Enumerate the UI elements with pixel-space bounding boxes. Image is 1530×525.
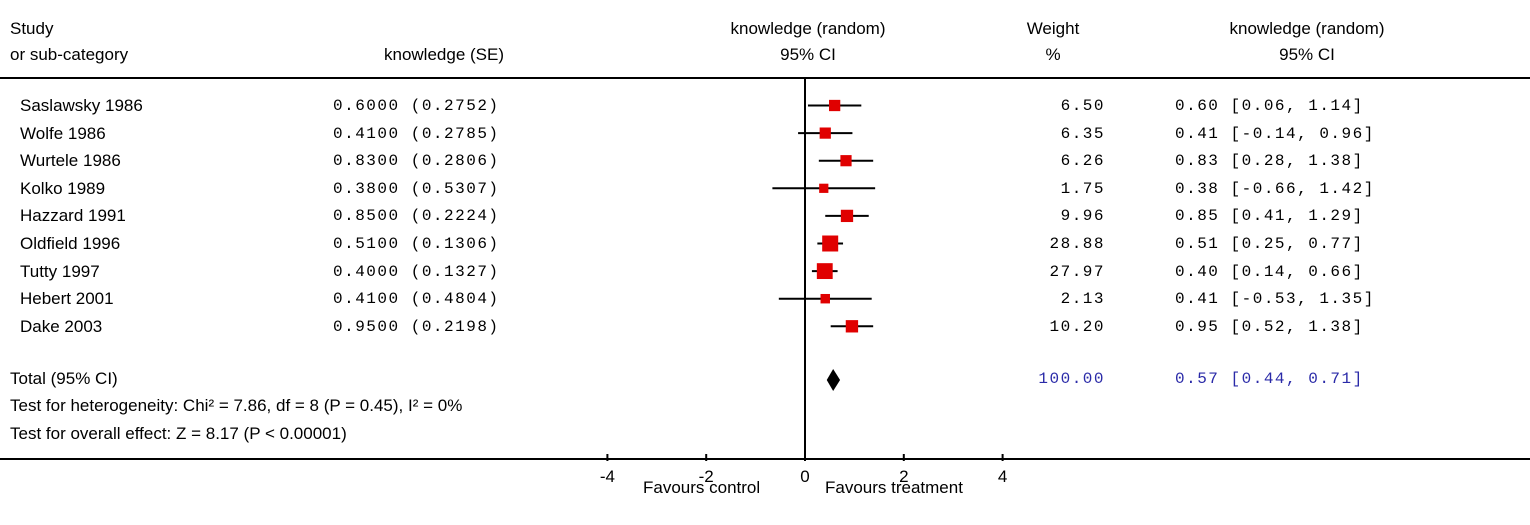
study-estimate-se: 0.6000 (0.2752) xyxy=(333,97,500,115)
favours-control-label: Favours control xyxy=(643,478,761,497)
study-row: Dake 2003 0.9500 (0.2198) 10.20 0.95 [0.… xyxy=(0,314,1530,340)
effect-marker xyxy=(819,127,831,139)
study-estimate-se: 0.5100 (0.1306) xyxy=(333,235,500,253)
footer-rule xyxy=(0,458,1530,460)
study-ci-text: 0.60 [0.06, 1.14] xyxy=(1175,97,1364,115)
effect-marker xyxy=(829,99,841,112)
summary-diamond xyxy=(826,369,841,391)
header-weight: Weight % xyxy=(1003,18,1103,66)
study-weight: 9.96 xyxy=(1060,207,1105,226)
total-label: Total (95% CI) xyxy=(10,369,118,388)
study-estimate-se: 0.3800 (0.5307) xyxy=(333,179,500,198)
study-row: Wolfe 1986 0.4100 (0.2785) 6.35 0.41 [-0… xyxy=(0,121,1530,147)
study-name: Wurtele 1986 xyxy=(20,151,121,171)
study-ci-text: 0.41 [-0.14, 0.96] xyxy=(1175,124,1375,143)
header-ci-text-line1: knowledge (random) xyxy=(1229,19,1385,38)
study-row: Kolko 1989 0.3800 (0.5307) 1.75 0.38 [-0… xyxy=(0,176,1530,202)
effect-marker xyxy=(840,209,854,223)
x-axis-tick-label: 0 xyxy=(800,467,809,486)
header-ci-text-line2: 95% CI xyxy=(1279,45,1335,64)
study-name: Tutty 1997 xyxy=(20,261,100,281)
study-weight: 6.35 xyxy=(1060,124,1105,143)
study-weight: 10.20 xyxy=(1049,317,1105,336)
header-weight-line1: Weight xyxy=(1026,19,1080,38)
study-row: Tutty 1997 0.4000 (0.1327) 27.97 0.40 [0… xyxy=(0,259,1530,285)
study-estimate-se: 0.8300 (0.2806) xyxy=(333,152,500,171)
heterogeneity-test: Test for heterogeneity: Chi² = 7.86, df … xyxy=(10,396,463,415)
study-name: Kolko 1989 xyxy=(20,178,106,198)
effect-marker xyxy=(845,320,859,333)
header-study: Study or sub-category xyxy=(10,18,128,66)
effect-marker xyxy=(819,183,829,193)
study-name: Saslawsky 1986 xyxy=(20,96,143,115)
effect-marker xyxy=(840,155,852,167)
study-row: Hazzard 1991 0.8500 (0.2224) 9.96 0.85 [… xyxy=(0,203,1530,229)
header-forest-ci-line2: 95% CI xyxy=(780,45,836,64)
study-estimate-se: 0.4000 (0.1327) xyxy=(333,262,500,281)
study-estimate-se: 0.9500 (0.2198) xyxy=(333,317,500,336)
study-estimate-se: 0.4100 (0.4804) xyxy=(333,290,500,309)
header-weight-line2: % xyxy=(1045,45,1061,64)
header-forest-ci-line1: knowledge (random) xyxy=(730,19,886,38)
study-ci-text: 0.85 [0.41, 1.29] xyxy=(1175,207,1364,226)
effect-marker xyxy=(816,263,833,280)
study-weight: 6.50 xyxy=(1060,97,1105,115)
study-weight: 1.75 xyxy=(1060,179,1105,198)
study-name: Dake 2003 xyxy=(20,316,103,336)
overall-effect-test: Test for overall effect: Z = 8.17 (P < 0… xyxy=(10,424,347,443)
study-name: Hazzard 1991 xyxy=(20,206,126,226)
x-axis-tick-label: 4 xyxy=(998,467,1007,486)
study-weight: 6.26 xyxy=(1060,152,1105,171)
total-row: Total (95% CI) 100.00 0.57 [0.44, 0.71] xyxy=(0,366,1530,392)
favours-treatment-label: Favours treatment xyxy=(825,478,963,497)
study-row: Hebert 2001 0.4100 (0.4804) 2.13 0.41 [-… xyxy=(0,286,1530,312)
study-ci-text: 0.95 [0.52, 1.38] xyxy=(1175,317,1364,336)
study-weight: 27.97 xyxy=(1049,262,1105,281)
study-ci-text: 0.38 [-0.66, 1.42] xyxy=(1175,179,1375,198)
study-weight: 2.13 xyxy=(1060,290,1105,309)
study-estimate-se: 0.4100 (0.2785) xyxy=(333,124,500,143)
study-name: Wolfe 1986 xyxy=(20,123,106,143)
header-knowledge-se-label: knowledge (SE) xyxy=(384,45,505,64)
header-study-line1: Study xyxy=(10,19,54,38)
header-ci-text: knowledge (random) 95% CI xyxy=(1207,18,1407,66)
header-rule xyxy=(0,77,1530,79)
study-name: Hebert 2001 xyxy=(20,289,114,309)
header-study-line2: or sub-category xyxy=(10,45,129,64)
study-estimate-se: 0.8500 (0.2224) xyxy=(333,207,500,226)
study-ci-text: 0.40 [0.14, 0.66] xyxy=(1175,262,1364,281)
total-ci-text: 0.57 [0.44, 0.71] xyxy=(1175,370,1364,388)
effect-marker xyxy=(820,293,830,304)
header-forest-ci: knowledge (random) 95% CI xyxy=(708,18,908,66)
study-row: Saslawsky 1986 0.6000 (0.2752) 6.50 0.60… xyxy=(0,93,1530,119)
study-ci-text: 0.83 [0.28, 1.38] xyxy=(1175,152,1364,171)
study-row: Oldfield 1996 0.5100 (0.1306) 28.88 0.51… xyxy=(0,231,1530,257)
header-knowledge-se: knowledge (SE) xyxy=(384,44,504,66)
effect-marker xyxy=(822,235,839,252)
total-weight: 100.00 xyxy=(1038,370,1105,388)
x-axis-tick-label: 2 xyxy=(899,467,908,486)
study-row: Wurtele 1986 0.8300 (0.2806) 6.26 0.83 [… xyxy=(0,148,1530,174)
x-axis-tick-label: -2 xyxy=(699,467,714,486)
study-weight: 28.88 xyxy=(1049,235,1105,253)
study-ci-text: 0.51 [0.25, 0.77] xyxy=(1175,235,1364,253)
study-name: Oldfield 1996 xyxy=(20,234,121,253)
study-ci-text: 0.41 [-0.53, 1.35] xyxy=(1175,290,1375,309)
x-axis-tick-label: -4 xyxy=(600,467,615,486)
